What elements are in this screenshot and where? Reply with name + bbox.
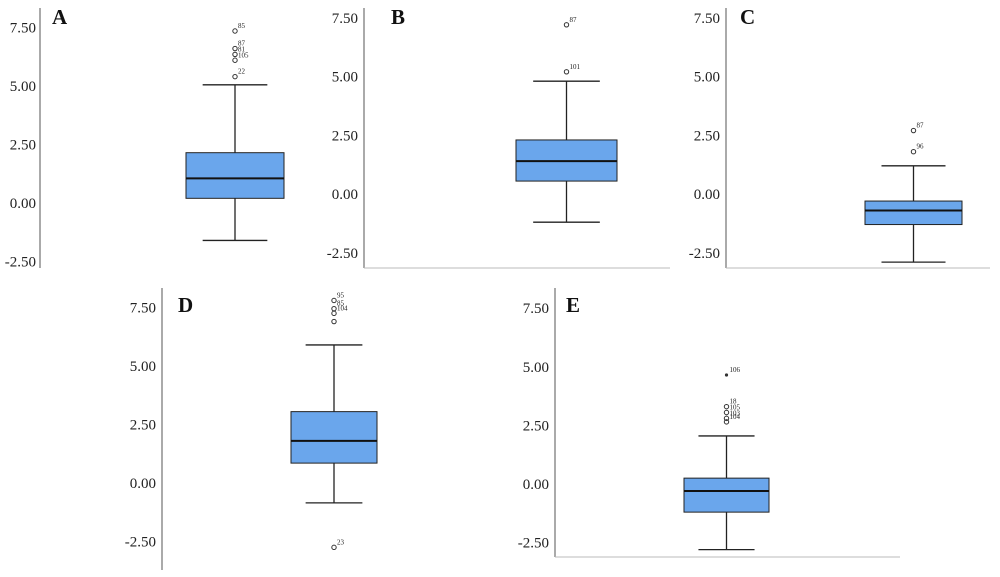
outlier-label: 104 bbox=[337, 304, 348, 312]
panel-label: D bbox=[178, 293, 193, 317]
outlier-point bbox=[331, 544, 337, 551]
outlier-label: 96 bbox=[917, 143, 925, 151]
y-tick-label: 0.00 bbox=[332, 187, 358, 203]
outlier-point bbox=[723, 403, 730, 410]
y-tick-label: 5.00 bbox=[10, 79, 36, 95]
outlier-point bbox=[331, 305, 337, 312]
extreme-outlier-point bbox=[724, 373, 729, 377]
outlier-point bbox=[331, 318, 337, 325]
outlier-label: 104 bbox=[730, 413, 741, 421]
iqr-box bbox=[683, 477, 770, 513]
outlier-point bbox=[232, 57, 238, 63]
outlier-label: 22 bbox=[238, 68, 246, 76]
outlier-point bbox=[232, 51, 238, 58]
outlier-label: 101 bbox=[570, 63, 581, 71]
panel-label: A bbox=[52, 5, 68, 29]
y-tick-label: 5.00 bbox=[332, 70, 358, 86]
outlier-point bbox=[723, 419, 730, 425]
iqr-box bbox=[290, 411, 378, 464]
y-tick-label: 5.00 bbox=[523, 360, 549, 376]
y-tick-label: 0.00 bbox=[523, 477, 549, 493]
outlier-label: 103 bbox=[730, 409, 741, 417]
y-tick-label: 7.50 bbox=[130, 301, 156, 317]
outlier-label: 87 bbox=[917, 122, 925, 130]
y-tick-label: 2.50 bbox=[694, 128, 720, 144]
y-tick-label: 2.50 bbox=[332, 128, 358, 144]
y-tick-label: -2.50 bbox=[125, 535, 156, 551]
y-tick-label: -2.50 bbox=[327, 246, 358, 262]
outlier-label: 87 bbox=[570, 16, 578, 24]
iqr-box bbox=[185, 152, 285, 199]
y-tick-label: 7.50 bbox=[10, 21, 36, 37]
y-tick-label: 0.00 bbox=[694, 187, 720, 203]
outlier-point bbox=[563, 69, 570, 75]
panel-b: 7.50 5.00 2.50 0.00 -2.50 B 87 101 bbox=[327, 5, 670, 269]
y-tick-label: 5.00 bbox=[130, 359, 156, 375]
outlier-point bbox=[910, 149, 917, 155]
y-tick-label: 2.50 bbox=[523, 418, 549, 434]
outlier-label: 85 bbox=[337, 300, 345, 308]
outlier-point bbox=[232, 45, 238, 52]
panel-label: C bbox=[740, 5, 755, 29]
y-tick-label: -2.50 bbox=[518, 536, 549, 552]
outlier-point bbox=[723, 415, 730, 422]
outlier-label: 85 bbox=[238, 22, 246, 30]
outlier-point bbox=[232, 28, 238, 34]
outlier-point bbox=[910, 127, 917, 134]
y-tick-label: -2.50 bbox=[689, 246, 720, 262]
iqr-box bbox=[864, 200, 963, 226]
outlier-point bbox=[563, 22, 570, 28]
y-tick-label: 7.50 bbox=[332, 11, 358, 27]
outlier-label: 23 bbox=[337, 538, 345, 546]
outlier-point bbox=[331, 310, 337, 317]
outlier-label: 106 bbox=[730, 366, 741, 374]
y-tick-label: 7.50 bbox=[694, 11, 720, 27]
panel-label: E bbox=[566, 293, 580, 317]
outlier-label: 87 bbox=[238, 40, 246, 48]
outlier-label: 81 bbox=[238, 45, 246, 53]
panel-c: 7.50 5.00 2.50 0.00 -2.50 C 87 96 bbox=[689, 5, 990, 269]
y-tick-label: 2.50 bbox=[10, 138, 36, 154]
y-tick-label: 7.50 bbox=[523, 301, 549, 317]
outlier-point bbox=[723, 409, 730, 416]
outlier-label: 95 bbox=[337, 291, 345, 299]
outlier-point bbox=[232, 73, 238, 80]
y-tick-label: 2.50 bbox=[130, 418, 156, 434]
y-tick-label: 0.00 bbox=[10, 196, 36, 212]
y-tick-label: 0.00 bbox=[130, 476, 156, 492]
outlier-label: 18 bbox=[730, 398, 738, 406]
y-tick-label: 5.00 bbox=[694, 70, 720, 86]
outlier-point bbox=[331, 297, 337, 304]
outlier-label: 105 bbox=[238, 51, 249, 59]
y-tick-label: -2.50 bbox=[5, 255, 36, 271]
outlier-label: 105 bbox=[730, 404, 741, 412]
panel-label: B bbox=[391, 5, 405, 29]
